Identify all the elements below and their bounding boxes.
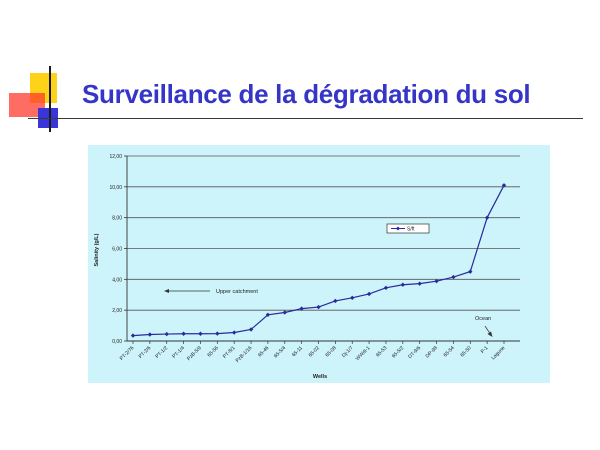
decorative-vertical-line: [49, 66, 51, 132]
data-point: [316, 304, 321, 310]
chart-panel: 0,00 2,00 4,00 6,00 8,00 10,00 12,00 PT-2/76 PT…: [88, 145, 550, 383]
y-tick-label: 2,00: [112, 308, 122, 314]
data-point: [417, 281, 422, 286]
data-point: [198, 331, 203, 336]
series-line: [130, 183, 507, 338]
title-underline: [28, 118, 583, 119]
y-tick-label: 4,00: [112, 277, 122, 283]
legend: S/ft: [386, 223, 430, 234]
y-axis-label: Salinity (g/L): [94, 233, 100, 266]
data-point: [181, 331, 186, 336]
data-point: [265, 312, 271, 317]
x-axis-label: Wells: [313, 374, 327, 380]
data-point: [383, 285, 389, 291]
y-tick-label: 8,00: [112, 216, 122, 222]
data-point: [434, 278, 439, 284]
legend-marker: [396, 226, 400, 231]
data-point: [282, 310, 287, 315]
y-tick-label: 0,00: [112, 339, 122, 345]
x-tick-label: P-1: [480, 345, 490, 355]
y-tick-label: 10,00: [109, 185, 122, 191]
y-tick-label: 12,00: [109, 154, 122, 160]
data-point: [130, 333, 136, 338]
data-point: [468, 269, 473, 274]
y-axis: 0,00 2,00 4,00 6,00 8,00 10,00 12,00: [109, 154, 128, 345]
data-point: [366, 291, 372, 297]
data-point: [248, 327, 254, 332]
data-point: [333, 298, 338, 304]
data-point: [231, 330, 237, 335]
data-point: [299, 306, 304, 311]
data-point: [451, 274, 456, 280]
y-tick-label: 6,00: [112, 247, 122, 253]
upper-catchment-arrowhead: [164, 289, 169, 293]
data-point: [147, 332, 153, 337]
data-point: [164, 331, 169, 337]
slide-title: Surveillance de la dégradation du sol: [82, 79, 531, 109]
legend-label: S/ft: [407, 227, 415, 233]
data-point: [215, 331, 220, 336]
annotation-label: Upper catchment: [216, 289, 258, 295]
chart-background: [88, 145, 550, 383]
annotations: Upper catchment Ocean: [164, 289, 493, 337]
ocean-arrowhead: [487, 331, 493, 337]
data-point: [350, 295, 355, 301]
legend-box: [386, 223, 430, 234]
annotation-label: Ocean: [475, 316, 491, 322]
data-point: [501, 183, 507, 188]
data-point: [400, 282, 406, 287]
data-point: [484, 215, 490, 220]
